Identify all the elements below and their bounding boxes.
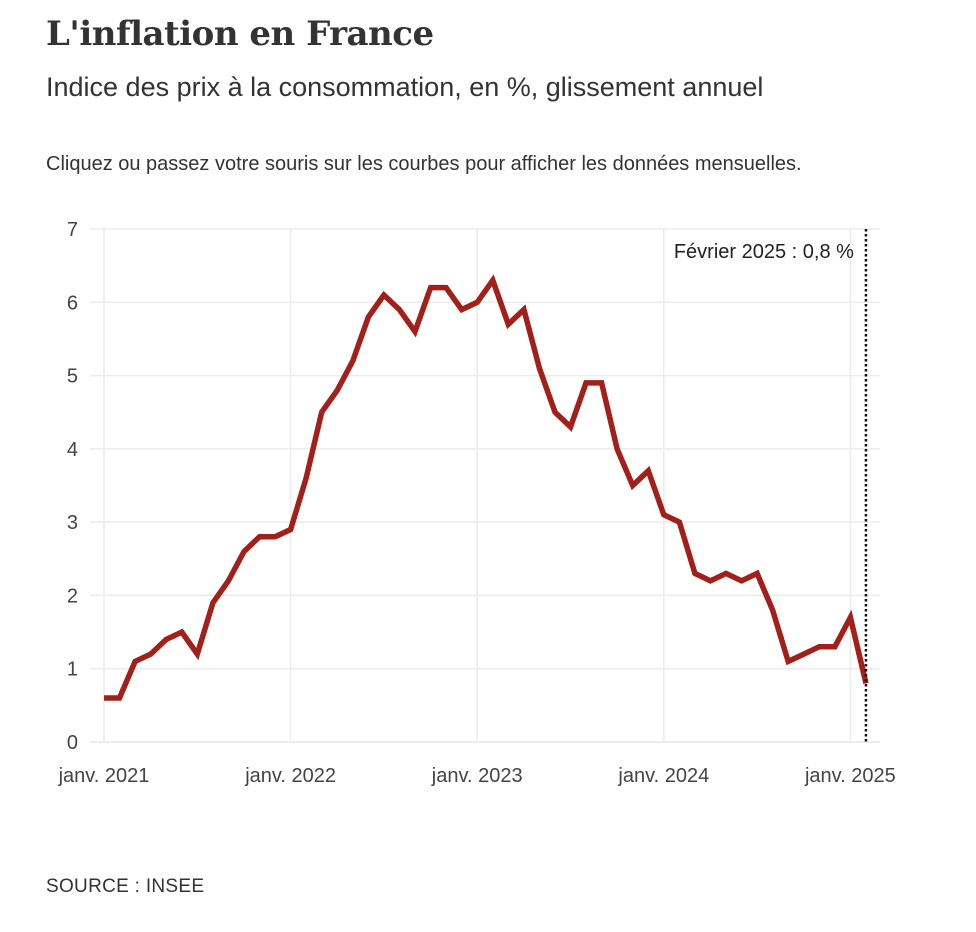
data-point[interactable]: 1,2 % bbox=[191, 648, 203, 660]
data-point[interactable]: 5,9 % bbox=[393, 304, 405, 316]
data-point[interactable]: 5,9 % bbox=[456, 304, 468, 316]
data-point[interactable]: 1,8 % bbox=[767, 604, 779, 616]
annotation-layer: Février 2025 : 0,8 % bbox=[674, 229, 868, 742]
data-point[interactable]: 2,8 % bbox=[269, 531, 281, 543]
y-tick-label: 3 bbox=[67, 512, 78, 534]
y-tick-label: 2 bbox=[67, 585, 78, 607]
line-chart[interactable]: 0 1 2 3 4 5 6 7 janv. 2021 janv. 2022 janv. 2023 ja… bbox=[0, 0, 976, 860]
data-point[interactable]: 1,2 % bbox=[798, 648, 810, 660]
data-point[interactable]: 4,3 % bbox=[565, 421, 577, 433]
annotation-label: Février 2025 : 0,8 % bbox=[674, 241, 854, 263]
data-point[interactable]: 1,2 % bbox=[145, 648, 157, 660]
data-point[interactable]: 1,4 % bbox=[160, 633, 172, 645]
data-point[interactable]: 5,2 % bbox=[347, 355, 359, 367]
chart-title: L'inflation en France bbox=[46, 14, 434, 54]
data-point[interactable]: 2,2 % bbox=[704, 575, 716, 587]
data-point[interactable]: 6,1 % bbox=[378, 289, 390, 301]
data-point[interactable]: 6,3 % bbox=[487, 274, 499, 286]
data-point[interactable]: 4,9 % bbox=[580, 377, 592, 389]
grid-lines bbox=[90, 228, 880, 743]
data-point[interactable]: 3,1 % bbox=[658, 509, 670, 521]
data-point[interactable]: 2,8 % bbox=[254, 531, 266, 543]
axes: 0 1 2 3 4 5 6 7 janv. 2021 janv. 2022 janv. 2023 ja… bbox=[58, 219, 896, 787]
y-tick-label: 1 bbox=[67, 659, 78, 681]
data-point[interactable]: 1,9 % bbox=[207, 597, 219, 609]
series-layer[interactable]: 0,6 %0,6 %1,1 %1,2 %1,4 %1,5 %1,2 %1,9 %… bbox=[98, 274, 872, 704]
series-line[interactable] bbox=[104, 274, 869, 701]
data-point[interactable]: 2,3 % bbox=[689, 567, 701, 579]
data-point[interactable]: 2,3 % bbox=[720, 567, 732, 579]
source-note: SOURCE : INSEE bbox=[46, 876, 205, 897]
data-point[interactable]: 4,8 % bbox=[331, 384, 343, 396]
y-tick-label: 6 bbox=[67, 292, 78, 314]
chart-instruction: Cliquez ou passez votre souris sur les c… bbox=[46, 153, 802, 175]
x-tick-label: janv. 2022 bbox=[244, 765, 336, 787]
data-point[interactable]: 5,6 % bbox=[409, 326, 421, 338]
data-point[interactable]: 3,7 % bbox=[642, 465, 654, 477]
data-point[interactable]: 6,2 % bbox=[440, 282, 452, 294]
y-tick-label: 5 bbox=[67, 366, 78, 388]
data-point[interactable]: 2,6 % bbox=[238, 545, 250, 557]
data-point[interactable]: 5,7 % bbox=[502, 318, 514, 330]
data-point[interactable]: 1,3 % bbox=[813, 641, 825, 653]
data-point[interactable]: 4,5 % bbox=[549, 406, 561, 418]
data-point[interactable]: 1,1 % bbox=[129, 655, 141, 667]
data-point[interactable]: 0,6 % bbox=[98, 692, 110, 704]
data-point[interactable]: 0,6 % bbox=[114, 692, 126, 704]
chart-subtitle: Indice des prix à la consommation, en %,… bbox=[46, 72, 764, 102]
data-point[interactable]: 1,3 % bbox=[829, 641, 841, 653]
data-point[interactable]: 4 % bbox=[611, 443, 623, 455]
data-point[interactable]: 6,2 % bbox=[425, 282, 437, 294]
data-point[interactable]: 2,2 % bbox=[222, 575, 234, 587]
data-point[interactable]: 4,5 % bbox=[316, 406, 328, 418]
data-point[interactable]: 3 % bbox=[673, 516, 685, 528]
data-point[interactable]: 3,6 % bbox=[300, 472, 312, 484]
data-point[interactable]: 1,7 % bbox=[844, 611, 856, 623]
y-tick-label: 4 bbox=[67, 439, 78, 461]
data-point[interactable]: 2,9 % bbox=[285, 523, 297, 535]
data-point[interactable]: 5,9 % bbox=[518, 304, 530, 316]
data-point[interactable]: 1,5 % bbox=[176, 626, 188, 638]
y-tick-label: 0 bbox=[67, 732, 78, 754]
data-point[interactable]: 1,1 % bbox=[782, 655, 794, 667]
x-tick-label: janv. 2021 bbox=[58, 765, 150, 787]
data-point[interactable]: 5,8 % bbox=[362, 311, 374, 323]
data-point[interactable]: 2,3 % bbox=[751, 567, 763, 579]
data-point[interactable]: 4,9 % bbox=[596, 377, 608, 389]
data-point[interactable]: 3,5 % bbox=[627, 480, 639, 492]
data-point[interactable]: 2,2 % bbox=[736, 575, 748, 587]
x-tick-label: janv. 2023 bbox=[431, 765, 523, 787]
y-tick-label: 7 bbox=[67, 219, 78, 241]
x-tick-label: janv. 2025 bbox=[804, 765, 896, 787]
data-point[interactable]: 5,1 % bbox=[533, 362, 545, 374]
x-tick-label: janv. 2024 bbox=[617, 765, 709, 787]
data-point[interactable]: 6 % bbox=[471, 296, 483, 308]
